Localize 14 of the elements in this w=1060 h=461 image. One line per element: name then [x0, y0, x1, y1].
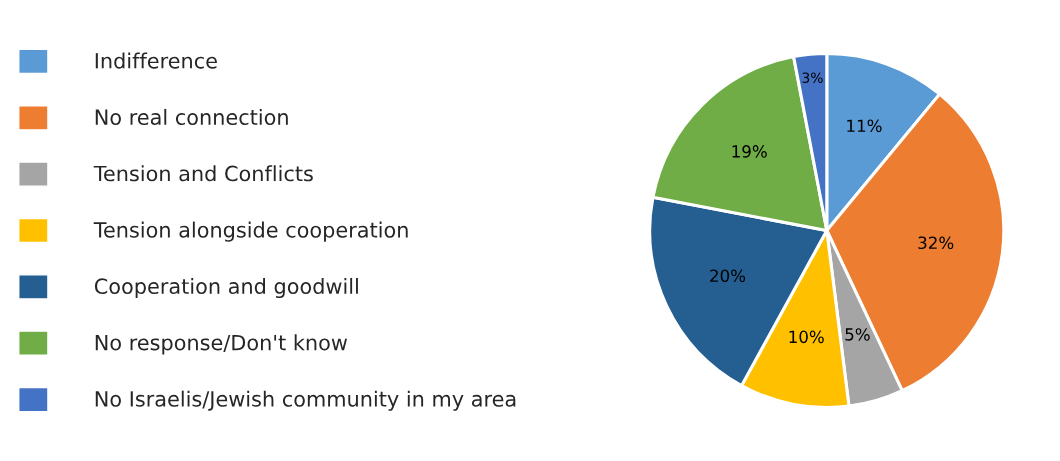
- data-label: 19%: [732, 145, 767, 158]
- legend-label: Tension and Conflicts: [93, 165, 313, 182]
- data-label: 32%: [918, 236, 954, 250]
- legend-label: Tension alongside cooperation: [93, 221, 408, 242]
- data-label: 3%: [802, 72, 823, 83]
- legend-label: Cooperation and goodwill: [94, 277, 358, 299]
- legend-label: No response/Don't know: [95, 334, 348, 355]
- legend-label: No Israelis/Jewish community in my area: [95, 390, 516, 411]
- legend-label: No real connection: [95, 108, 288, 126]
- data-label: 10%: [789, 330, 824, 344]
- data-label: 5%: [845, 328, 870, 341]
- data-label: 20%: [710, 269, 746, 283]
- data-label: 11%: [847, 119, 882, 133]
- legend-label: Indifference: [95, 52, 217, 69]
